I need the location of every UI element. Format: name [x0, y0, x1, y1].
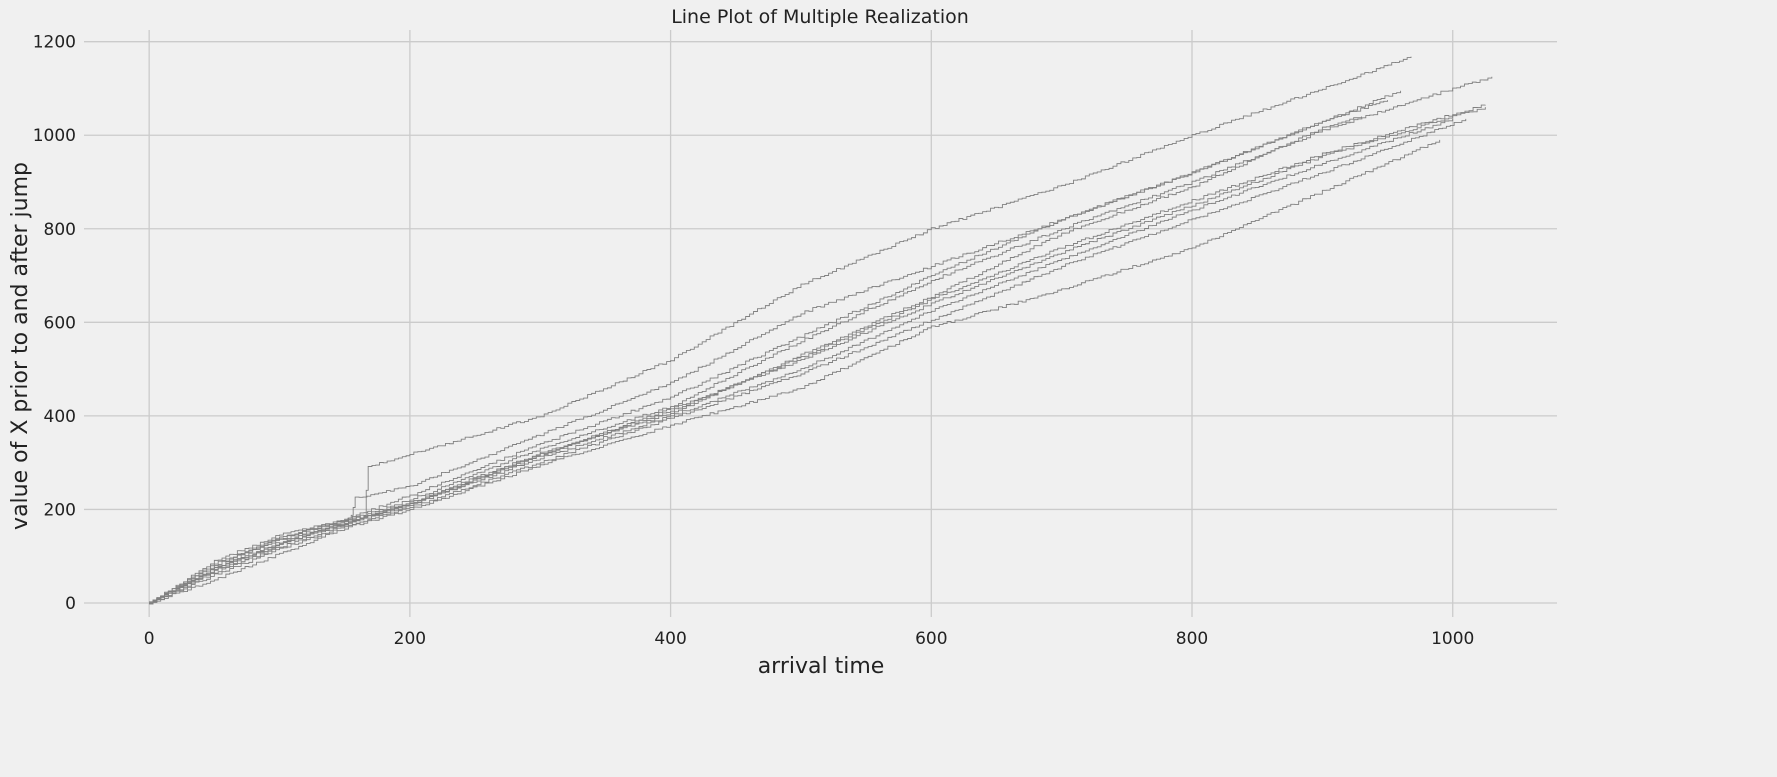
x-axis-label: arrival time — [758, 654, 885, 679]
series-line-5 — [149, 118, 1454, 605]
chart-title: Line Plot of Multiple Realization — [671, 6, 969, 28]
series-group — [149, 56, 1493, 605]
y-tick-label: 800 — [44, 220, 76, 240]
y-tick-label: 600 — [44, 313, 76, 333]
x-tick-label: 400 — [654, 629, 686, 649]
x-tick-label: 1000 — [1431, 629, 1474, 649]
series-line-2 — [149, 76, 1493, 603]
series-line-8 — [149, 139, 1441, 604]
series-line-10 — [149, 116, 1362, 604]
tick-labels: 0 200 400 600 800 1000 0 200 400 600 800 1000 1200 — [33, 33, 1475, 649]
x-tick-label: 0 — [144, 629, 155, 649]
y-tick-label: 1200 — [33, 33, 76, 53]
x-tick-label: 200 — [394, 629, 426, 649]
y-tick-label: 400 — [44, 407, 76, 427]
x-tick-label: 600 — [915, 629, 947, 649]
y-tick-label: 200 — [44, 500, 76, 520]
grid — [84, 30, 1557, 617]
series-line-7 — [149, 118, 1467, 605]
x-tick-label: 800 — [1176, 629, 1208, 649]
y-tick-label: 0 — [65, 594, 76, 614]
series-line-9 — [149, 100, 1388, 604]
y-axis-label: value of X prior to and after jump — [8, 162, 33, 530]
y-tick-label: 1000 — [33, 126, 76, 146]
